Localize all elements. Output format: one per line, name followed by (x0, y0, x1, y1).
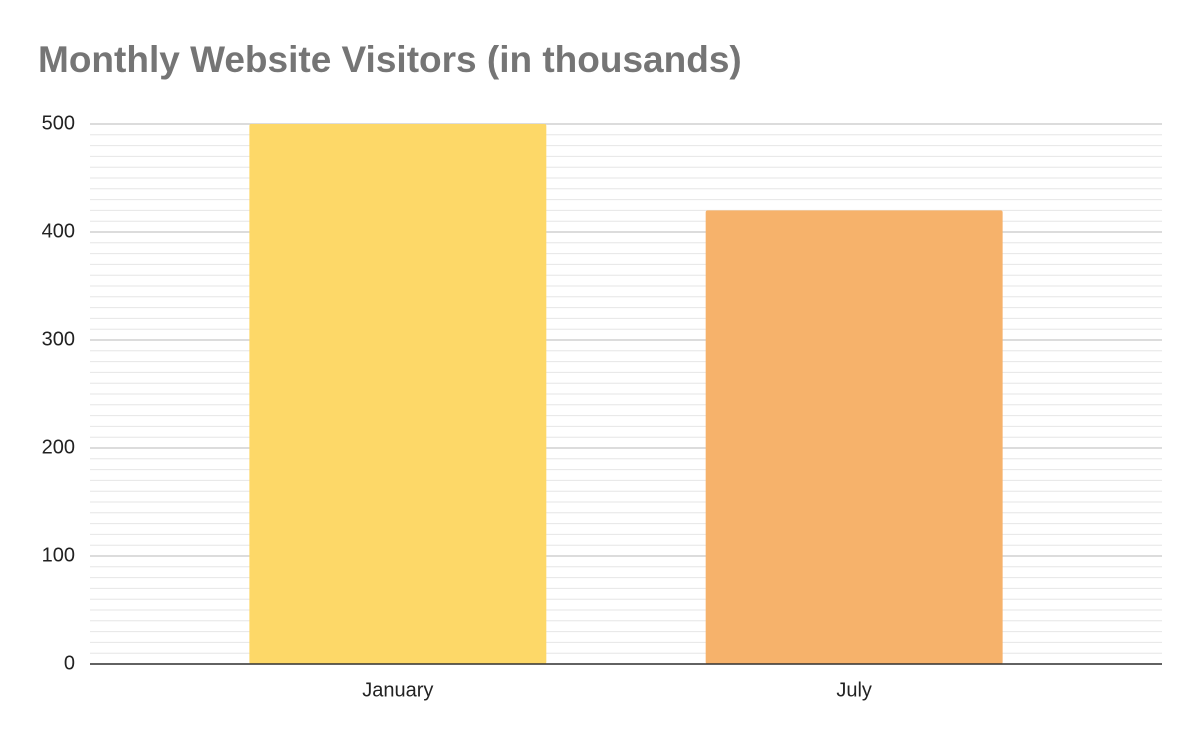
bar (249, 124, 547, 664)
y-tick-label: 400 (42, 220, 75, 242)
y-tick-label: 300 (42, 328, 75, 350)
y-tick-label: 0 (64, 652, 75, 674)
x-tick-label: January (362, 679, 433, 701)
y-tick-label: 500 (42, 112, 75, 134)
y-tick-label: 200 (42, 436, 75, 458)
bar (705, 210, 1003, 664)
chart-title: Monthly Website Visitors (in thousands) (38, 39, 742, 80)
x-tick-label: July (836, 679, 872, 701)
y-tick-label: 100 (42, 544, 75, 566)
